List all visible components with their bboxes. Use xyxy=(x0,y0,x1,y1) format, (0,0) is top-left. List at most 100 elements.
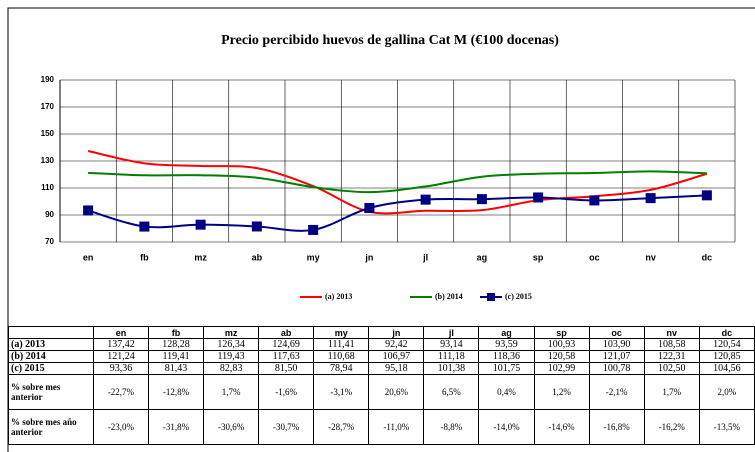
table-cell: 120,58 xyxy=(533,350,590,363)
point-marker xyxy=(251,221,262,232)
table-cell: 137,42 xyxy=(92,338,149,351)
table-cell: -30,6% xyxy=(203,409,260,445)
table-cell: 92,42 xyxy=(368,338,425,351)
table-cell: 111,41 xyxy=(313,338,370,351)
table-cell: 101,38 xyxy=(423,362,480,375)
x-tick-label: nv xyxy=(645,252,656,262)
legend-label: (a) 2013 xyxy=(325,292,352,301)
series-line xyxy=(88,170,707,194)
table-cell: 110,68 xyxy=(313,350,370,363)
table-cell: -28,7% xyxy=(313,409,370,445)
table-cell: 81,50 xyxy=(258,362,315,375)
x-tick-label: oc xyxy=(589,252,600,262)
legend-label: (c) 2015 xyxy=(505,292,532,301)
table-cell: 102,50 xyxy=(643,362,700,375)
table-cell: 20,6% xyxy=(368,374,425,410)
table-cell: 103,90 xyxy=(588,338,645,351)
table-cell: mz xyxy=(203,326,260,339)
table-cell: -1,6% xyxy=(258,374,315,410)
x-tick-label: sp xyxy=(533,252,544,262)
table-cell: dc xyxy=(698,326,755,339)
table-row: (b) 2014 121,24 119,41 119,43 117,63 110,68 10… xyxy=(8,350,755,363)
table-row: en fb mz ab my jn jl ag sp oc nv dc xyxy=(8,326,755,339)
table-cell: (a) 2013 xyxy=(8,338,94,351)
table-cell: 93,36 xyxy=(92,362,149,375)
table-cell: -30,7% xyxy=(258,409,315,445)
table-cell: my xyxy=(313,326,370,339)
table-cell: -16,8% xyxy=(588,409,645,445)
table-cell: 78,94 xyxy=(313,362,370,375)
legend-marker xyxy=(487,293,495,301)
x-tick-label: ab xyxy=(252,252,263,262)
table-cell: 104,56 xyxy=(698,362,755,375)
table-cell: 82,83 xyxy=(203,362,260,375)
table-cell: 119,43 xyxy=(203,350,260,363)
table-cell: oc xyxy=(588,326,645,339)
table-cell: 124,69 xyxy=(258,338,315,351)
table-cell: 128,28 xyxy=(147,338,205,351)
point-marker xyxy=(195,219,206,230)
table-cell: 2,0% xyxy=(698,374,755,410)
table-cell: 100,78 xyxy=(588,362,645,375)
table-cell: -14,6% xyxy=(533,409,590,445)
table-cell: nv xyxy=(643,326,700,339)
table-cell: 1,2% xyxy=(533,374,590,410)
table-row: (a) 2013 137,42 128,28 126,34 124,69 111,41 92… xyxy=(8,338,755,351)
table-cell: fb xyxy=(147,326,205,339)
table-cell: en xyxy=(92,326,149,339)
table-cell: 95,18 xyxy=(368,362,425,375)
table-row: % sobre mes anterior -22,7% -12,8% 1,7% -1,6… xyxy=(8,374,755,410)
table-cell xyxy=(8,326,94,339)
table-cell: 122,31 xyxy=(643,350,700,363)
table-cell: 6,5% xyxy=(423,374,480,410)
x-tick-label: jl xyxy=(422,252,428,262)
table-cell: 106,97 xyxy=(368,350,425,363)
table-cell: 117,63 xyxy=(258,350,315,363)
table-cell: -3,1% xyxy=(313,374,370,410)
table-cell: 93,59 xyxy=(478,338,535,351)
chart-title: Precio percibido huevos de gallina Cat M… xyxy=(221,33,559,48)
table-cell: 121,07 xyxy=(588,350,645,363)
table-cell: (c) 2015 xyxy=(8,362,94,375)
table-cell: 100,93 xyxy=(533,338,590,351)
x-tick-label: mz xyxy=(194,252,207,262)
table-cell: % sobre mes anterior xyxy=(8,374,94,410)
point-marker xyxy=(645,193,656,204)
point-marker xyxy=(420,194,431,205)
y-tick-label: 110 xyxy=(41,183,54,192)
table-cell: -16,2% xyxy=(643,409,700,445)
table-cell: 121,24 xyxy=(92,350,149,363)
table-cell: 81,43 xyxy=(147,362,205,375)
table-cell: 118,36 xyxy=(478,350,535,363)
table-cell: -31,8% xyxy=(147,409,205,445)
x-tick-label: en xyxy=(83,252,94,262)
y-tick-label: 90 xyxy=(45,210,54,219)
point-marker xyxy=(364,203,375,214)
table-cell: 93,14 xyxy=(423,338,480,351)
table-cell: -8,8% xyxy=(423,409,480,445)
table-cell: jl xyxy=(423,326,480,339)
table-cell: 0,4% xyxy=(478,374,535,410)
table-cell: -13,5% xyxy=(698,409,755,445)
point-marker xyxy=(476,194,487,205)
legend-label: (b) 2014 xyxy=(435,292,463,301)
table-cell: 101,75 xyxy=(478,362,535,375)
point-marker xyxy=(308,224,319,235)
table-cell: ag xyxy=(478,326,535,339)
x-tick-label: my xyxy=(307,252,320,262)
table-cell: -2,1% xyxy=(588,374,645,410)
table-cell: 1,7% xyxy=(643,374,700,410)
x-tick-label: jn xyxy=(364,252,373,262)
point-marker xyxy=(83,205,94,216)
table-cell: -12,8% xyxy=(147,374,205,410)
y-tick-label: 150 xyxy=(41,129,55,138)
table-cell: % sobre mes año anterior xyxy=(8,409,94,445)
point-marker xyxy=(533,192,544,203)
point-marker xyxy=(139,221,150,232)
table-cell: -22,7% xyxy=(92,374,149,410)
x-tick-label: ag xyxy=(477,252,488,262)
table-cell: -23,0% xyxy=(92,409,149,445)
table-cell: ab xyxy=(258,326,315,339)
table-cell: 111,18 xyxy=(423,350,480,363)
